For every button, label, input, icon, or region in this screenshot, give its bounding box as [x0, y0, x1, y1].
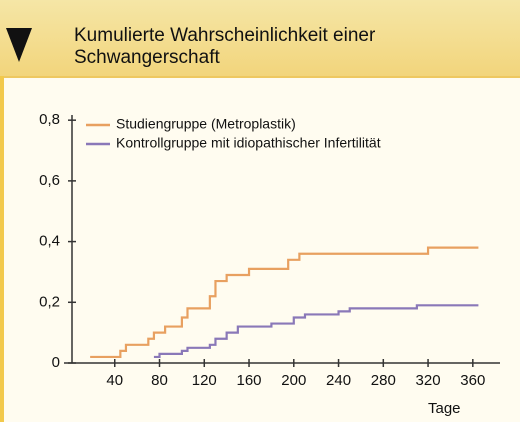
- chart-title: Schwangerschaft: [74, 47, 220, 68]
- y-tick-label: 0,2: [39, 293, 60, 310]
- x-tick-label: 280: [371, 372, 396, 389]
- x-tick-label: 360: [460, 372, 485, 389]
- y-tick-label: 0: [52, 354, 60, 371]
- chart-title: Kumulierte Wahrscheinlichkeit einer: [74, 25, 376, 46]
- x-tick-label: 240: [326, 372, 351, 389]
- x-tick-label: 80: [151, 372, 168, 389]
- x-tick-label: 40: [106, 372, 123, 389]
- y-tick-label: 0,8: [39, 111, 60, 128]
- x-tick-label: 160: [237, 372, 262, 389]
- y-tick-label: 0,6: [39, 172, 60, 189]
- legend-label: Kontrollgruppe mit idiopathischer Infert…: [116, 135, 381, 151]
- x-tick-label: 120: [192, 372, 217, 389]
- legend-label: Studiengruppe (Metroplastik): [116, 116, 296, 132]
- left-border: [0, 76, 4, 422]
- x-tick-label: 320: [416, 372, 441, 389]
- y-tick-label: 0,4: [39, 233, 60, 250]
- x-axis-label: Tage: [428, 400, 461, 417]
- series-line: [153, 304, 479, 359]
- header: [0, 0, 520, 76]
- triangle-icon: [6, 28, 32, 62]
- x-tick-label: 200: [281, 372, 306, 389]
- series-line: [90, 246, 479, 359]
